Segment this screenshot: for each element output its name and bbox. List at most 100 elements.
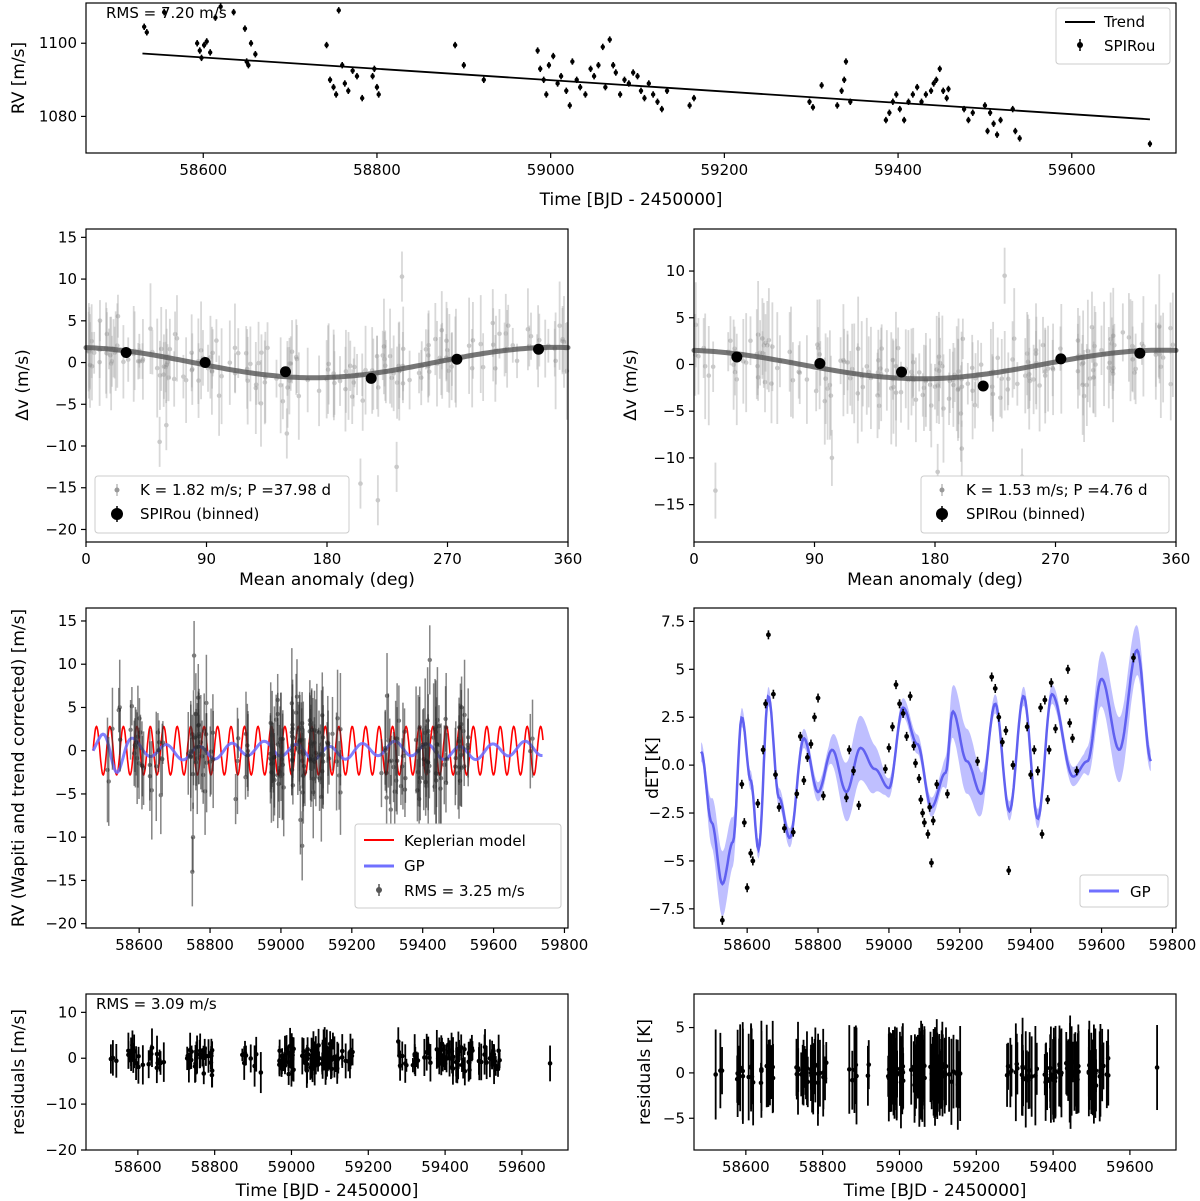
p1-rv-point (194, 40, 200, 47)
p4-rv-point (403, 753, 408, 803)
p4-xtick-label: 58800 (186, 936, 234, 954)
p3-data-point (761, 302, 767, 388)
p2-data-point (493, 334, 498, 402)
p6-xtick-label: 59400 (421, 1158, 469, 1176)
p1-rv-point (998, 116, 1003, 124)
p3-data-point (1043, 329, 1048, 414)
p3-data-point (760, 298, 765, 379)
p6-resid-point (140, 1045, 146, 1085)
p3-data-point (876, 382, 882, 430)
p2-ytick-label: 15 (58, 228, 77, 246)
p6-resid-point (395, 1027, 401, 1056)
p4-rv-point (313, 699, 319, 807)
p2-data-point (528, 312, 534, 360)
p5-det-point (1024, 722, 1030, 732)
p1-rv-point (1013, 127, 1018, 135)
p3-data-point (815, 299, 820, 390)
p1-rv-point (919, 98, 924, 105)
p3-data-point (876, 329, 881, 391)
p3-data-point (1107, 342, 1112, 383)
p4-rv-point (271, 722, 276, 793)
p1-rv-point (588, 65, 593, 73)
p3-data-point (829, 429, 835, 486)
p2-data-point (343, 346, 348, 432)
p3-data-point (702, 313, 708, 420)
p1-rv-point (807, 98, 812, 105)
p1-rv-point (583, 91, 588, 98)
p3-data-point (956, 318, 961, 425)
p1-rv-point (987, 109, 993, 116)
p6-resid-point (201, 1062, 207, 1085)
p2-data-point (121, 325, 126, 399)
p2-data-point (227, 320, 233, 405)
p1-rv-point (574, 76, 579, 84)
p3-data-point (797, 341, 803, 405)
p5-xtick-label: 59200 (936, 936, 984, 954)
p3-data-point (1075, 307, 1081, 374)
p1-rv-point (910, 91, 916, 98)
p4-rv-point (325, 710, 331, 776)
p7-resid-point (713, 1029, 718, 1120)
p6-xtick-label: 59200 (344, 1158, 392, 1176)
p5-det-point (930, 816, 936, 826)
p7-resid-point (846, 1025, 852, 1114)
p2-legend-data-label: K = 1.82 m/s; P =37.98 d (140, 481, 331, 499)
p1-rv-point (346, 87, 351, 95)
p5-det-point (945, 789, 950, 799)
p7-resid-point (1105, 1029, 1111, 1088)
p2-ytick-label: 10 (58, 270, 77, 288)
p7-resid-point (1023, 1031, 1029, 1128)
p1-rv-point (914, 83, 920, 91)
p3-data-point (958, 365, 964, 462)
p6-resid-point (454, 1041, 459, 1083)
p1-rv-point (901, 116, 907, 124)
p6-ytick-label: 10 (58, 1003, 77, 1021)
p3-data-point (1005, 368, 1011, 411)
p3-data-point (910, 327, 916, 397)
p2-data-point (87, 322, 93, 408)
p3-data-point (1081, 350, 1087, 442)
p4-rv-point (116, 687, 121, 733)
p4-xtick-label: 59200 (328, 936, 376, 954)
p6-ytick-label: 0 (67, 1049, 77, 1067)
p3-xtick-label: 180 (921, 550, 950, 568)
p1-rv-point (650, 91, 656, 98)
p5-ytick-label: 7.5 (661, 612, 685, 630)
p3-data-point (1157, 325, 1162, 384)
p3-data-point (913, 357, 919, 443)
p3-data-point (959, 361, 965, 412)
p5-det-point (1006, 866, 1012, 876)
p5-det-point (1028, 770, 1034, 780)
p6-resid-point (328, 1041, 334, 1080)
p3-data-point (770, 302, 775, 392)
p2-data-point (245, 336, 250, 425)
p2-data-point (470, 301, 476, 379)
p3-data-point (972, 381, 978, 429)
p7-resid-point (915, 1034, 921, 1099)
p4-ytick-label: −5 (55, 785, 77, 803)
p4-ytick-label: 15 (58, 612, 77, 630)
p4-legend: Keplerian model GP RMS = 3.25 m/s (354, 823, 562, 909)
p2-data-point (137, 343, 142, 379)
p5-det-point (766, 630, 771, 640)
p5-det-point (773, 770, 778, 780)
p6-resid-point (136, 1050, 141, 1084)
p2-data-point (490, 289, 496, 357)
p1-rv-point (613, 69, 619, 76)
p1-rv-point (577, 83, 583, 91)
p3-data-point (969, 334, 975, 401)
p2-data-point (189, 314, 194, 392)
p6-resid-point (323, 1037, 329, 1070)
panel-det: 58600 58800 59000 59200 59400 59600 59800 −7.5 −… (643, 607, 1196, 954)
p1-rv-point (350, 67, 355, 74)
p1-rv-point (197, 47, 202, 54)
p3-data-point (1158, 315, 1164, 418)
p3-data-point (765, 301, 770, 390)
p6-resid-point (489, 1051, 494, 1067)
p4-rv-point (298, 785, 303, 855)
p5-det-point (1038, 703, 1044, 713)
p1-legend: Trend SPIRou (1055, 7, 1171, 65)
p4-rv-point (188, 737, 193, 777)
p6-resid-point (422, 1038, 427, 1077)
